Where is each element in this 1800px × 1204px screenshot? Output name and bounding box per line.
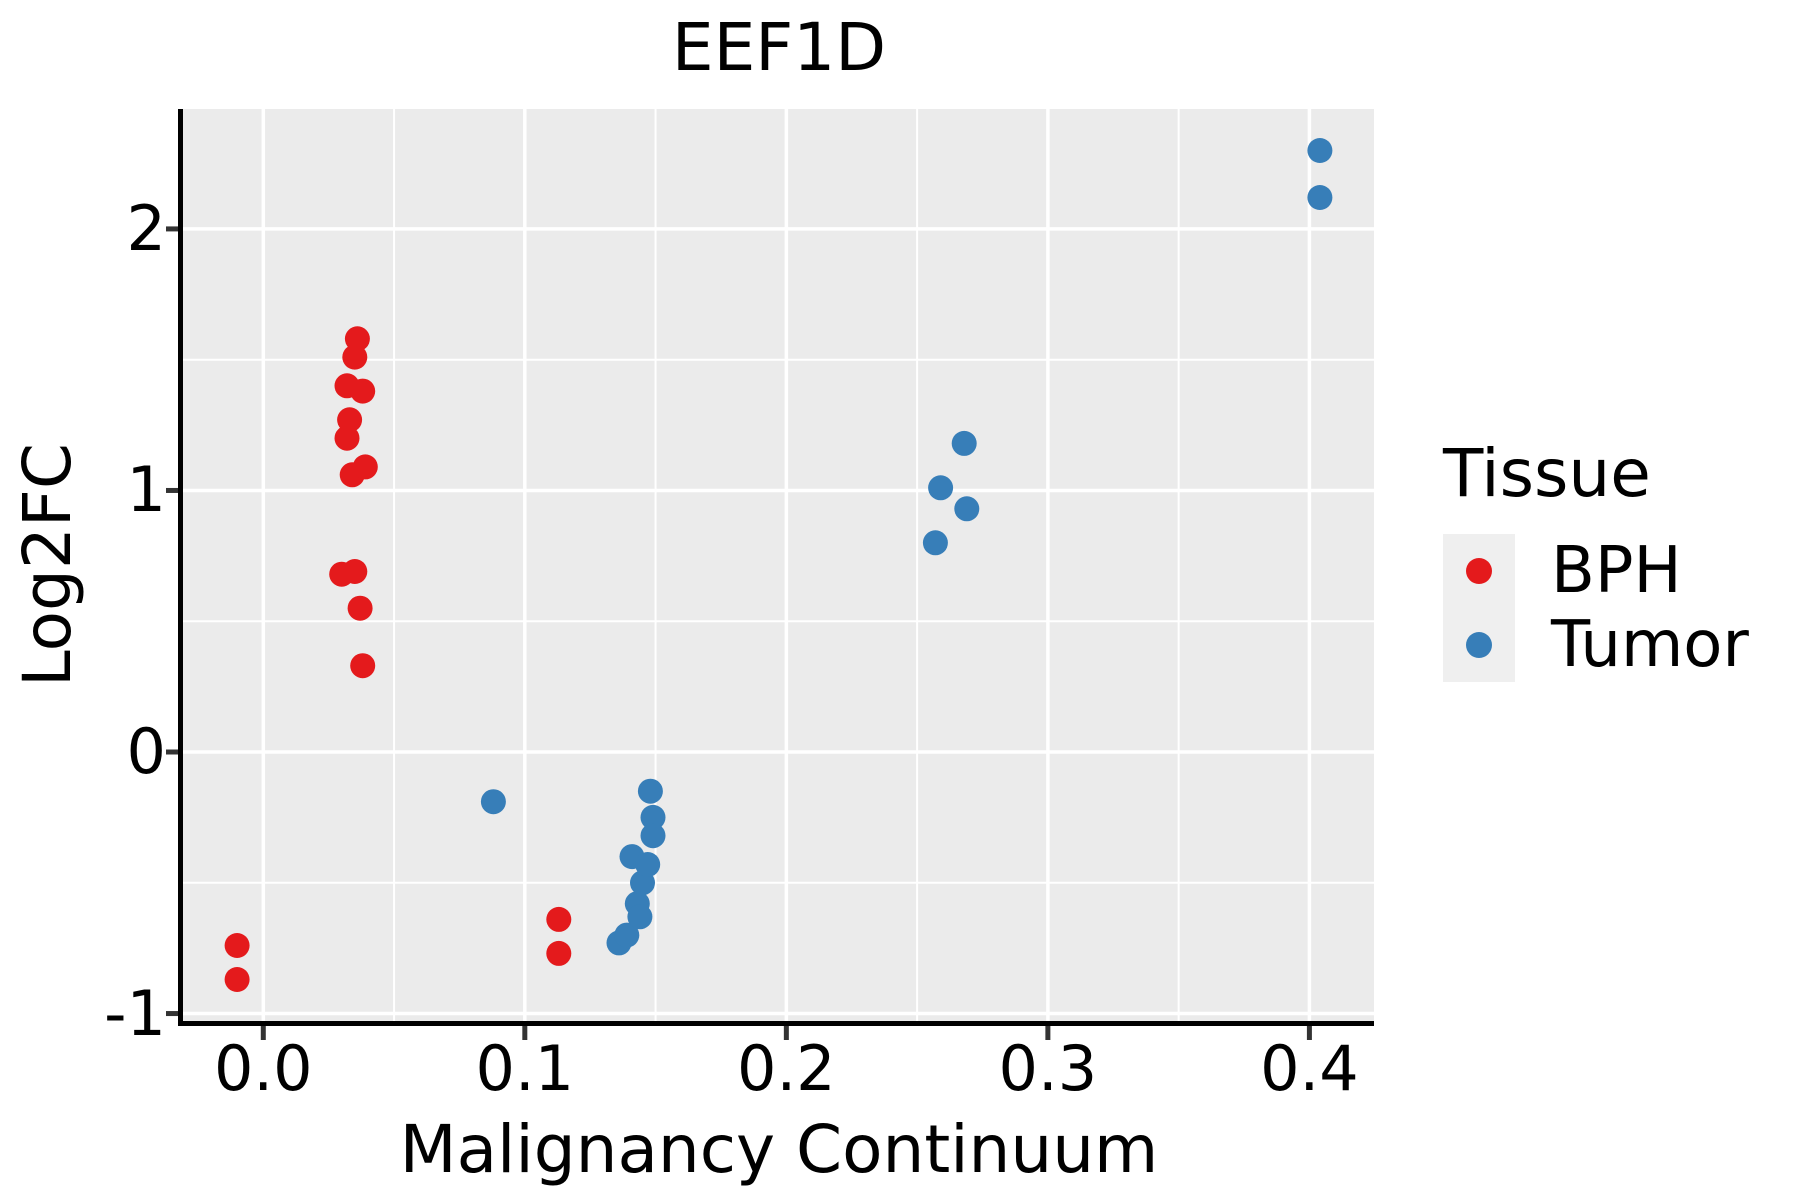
x-tick-mark bbox=[260, 1026, 266, 1040]
y-tick-label: 2 bbox=[126, 191, 166, 265]
y-tick-label: 1 bbox=[126, 453, 166, 527]
data-point-tumor bbox=[951, 430, 977, 456]
data-point-bph bbox=[350, 378, 376, 404]
legend-item-bph: BPH bbox=[1443, 534, 1783, 608]
x-tick-mark bbox=[1045, 1026, 1051, 1040]
legend-key-tumor bbox=[1443, 608, 1515, 682]
legend-title: Tissue bbox=[1443, 435, 1651, 512]
legend-label-tumor: Tumor bbox=[1551, 608, 1749, 682]
x-tick-mark bbox=[783, 1026, 789, 1040]
bph-dot-icon bbox=[1466, 558, 1492, 584]
chart-title: EEF1D bbox=[671, 9, 887, 86]
x-tick-mark bbox=[522, 1026, 528, 1040]
x-tick-label: 0.4 bbox=[1260, 1032, 1359, 1105]
data-point-bph bbox=[334, 425, 360, 451]
data-point-bph bbox=[224, 933, 250, 958]
x-tick-label: 0.1 bbox=[475, 1032, 575, 1105]
data-point-tumor bbox=[640, 823, 666, 849]
panel-background bbox=[183, 109, 1374, 1021]
y-tick-mark bbox=[166, 1011, 178, 1017]
data-point-tumor bbox=[480, 789, 506, 815]
data-point-bph bbox=[352, 454, 378, 480]
legend-label-bph: BPH bbox=[1551, 534, 1682, 608]
y-tick-mark bbox=[166, 226, 178, 232]
data-point-tumor bbox=[640, 804, 666, 830]
x-tick-label: 0.0 bbox=[213, 1032, 313, 1105]
data-point-bph bbox=[347, 595, 373, 621]
legend: Tissue BPH Tumor bbox=[1443, 438, 1783, 682]
data-point-tumor bbox=[1307, 138, 1333, 163]
x-tick-label: 0.3 bbox=[998, 1032, 1098, 1105]
y-tick-mark bbox=[166, 487, 178, 493]
data-point-tumor bbox=[954, 496, 980, 522]
data-point-tumor bbox=[922, 530, 948, 556]
y-tick-label: 0 bbox=[126, 715, 166, 788]
data-point-bph bbox=[224, 967, 250, 992]
data-point-tumor bbox=[635, 852, 661, 877]
x-axis-spine bbox=[178, 1021, 1374, 1026]
data-point-tumor bbox=[614, 922, 640, 948]
data-point-bph bbox=[546, 906, 572, 932]
data-point-bph bbox=[546, 940, 572, 966]
data-point-tumor bbox=[1307, 185, 1333, 210]
data-point-tumor bbox=[928, 475, 954, 501]
x-tick-label: 0.2 bbox=[737, 1032, 836, 1105]
legend-item-tumor: Tumor bbox=[1443, 608, 1783, 682]
legend-key-bph bbox=[1443, 534, 1515, 608]
data-point-tumor bbox=[637, 778, 663, 804]
y-tick-mark bbox=[166, 749, 178, 755]
data-point-bph bbox=[342, 559, 368, 584]
y-axis-spine bbox=[178, 109, 183, 1026]
data-point-bph bbox=[337, 407, 363, 433]
data-point-bph bbox=[350, 653, 376, 679]
data-point-bph bbox=[344, 326, 370, 352]
x-tick-mark bbox=[1306, 1026, 1312, 1040]
tumor-dot-icon bbox=[1466, 632, 1492, 658]
data-point-bph bbox=[342, 344, 368, 370]
x-axis-label: Malignancy Continuum bbox=[399, 1111, 1159, 1188]
y-tick-label: -1 bbox=[104, 976, 166, 1050]
data-point-tumor bbox=[627, 904, 653, 930]
